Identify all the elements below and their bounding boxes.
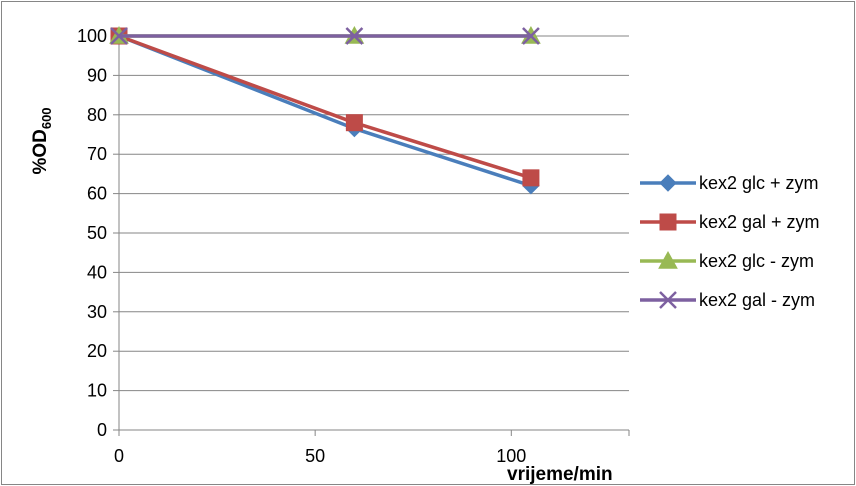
y-axis-title-main: %OD [30,129,51,174]
legend-swatch-marker [659,174,677,192]
tick-labels: 0 10 20 30 40 50 60 70 80 90 100 0 50 100 [77,26,526,466]
y-tick-label: 70 [87,144,107,164]
y-tick-label: 30 [87,302,107,322]
y-tick-label: 10 [87,381,107,401]
x-axis-title: vrijeme/min [507,464,613,485]
y-tick-label: 80 [87,105,107,125]
y-tick-label: 90 [87,65,107,85]
legend-label: kex2 glc + zym [699,173,819,193]
x-tick-label: 0 [114,446,124,466]
x-tick-label: 100 [496,446,526,466]
y-axis-title-subscript: 600 [39,107,54,129]
series-layer [109,25,541,195]
data-point [345,27,364,45]
data-point [345,114,363,132]
legend-entry: kex2 glc - zym [640,250,814,271]
legend-label: kex2 glc - zym [699,251,814,271]
legend-swatch-marker [659,291,677,309]
y-tick-label: 60 [87,184,107,204]
axes [113,35,630,436]
x-tick-label: 50 [305,446,325,466]
data-point [522,27,540,45]
y-tick-label: 0 [97,420,107,440]
legend: kex2 glc + zym kex2 gal + zym kex2 glc - z… [640,173,820,310]
data-point [522,169,540,187]
y-tick-label: 100 [77,26,107,46]
grid-lines [119,35,629,392]
legend-swatch-marker [659,213,677,231]
y-tick-label: 40 [87,262,107,282]
legend-entry: kex2 gal - zym [640,290,815,310]
legend-entry: kex2 gal + zym [640,212,820,232]
y-tick-label: 50 [87,223,107,243]
y-axis-title: %OD600 [30,107,54,174]
data-point [110,27,128,45]
legend-entry: kex2 glc + zym [640,173,819,193]
legend-label: kex2 gal + zym [699,212,820,232]
legend-label: kex2 gal - zym [699,290,815,310]
legend-swatch-marker [658,250,678,269]
y-tick-label: 20 [87,341,107,361]
series-4 [110,27,540,45]
